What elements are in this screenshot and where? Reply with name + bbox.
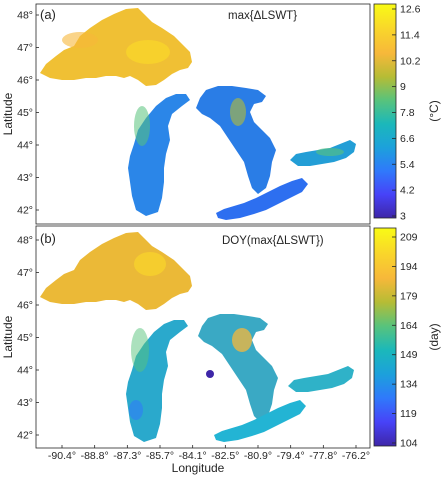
x-tick-label: -90.4° — [48, 450, 76, 462]
panel-a-y-tick-label: 45° — [17, 107, 33, 119]
panel-b-michigan-south — [129, 400, 143, 420]
panel-b-y-tick-label: 42° — [17, 430, 33, 442]
panel-b-colorbar-tick-label: 149 — [400, 349, 418, 361]
x-tick-label: -85.7° — [146, 450, 174, 462]
panel-a-ontario-center — [316, 148, 344, 156]
panel-b-superior-hotspot — [134, 252, 166, 276]
panel-b-ylabel-group: Latitude — [1, 315, 15, 358]
panel-b-lakes — [40, 232, 354, 442]
panel-a-y-tick-label: 48° — [17, 10, 33, 22]
panel-b-y-axis: 48° 47° 46° 45° 44° 43° 42° — [17, 235, 39, 442]
x-tick-label: -80.9° — [244, 450, 272, 462]
x-axis: -90.4° -88.8° -87.3° -85.7° -84.1° -82.5° -80.… — [48, 445, 370, 462]
panel-a-superior-west — [62, 32, 98, 48]
panel-b: (b) DOY(max{ΔLSWT}) 48° 47° 46° 45° 44° 43° 42… — [1, 225, 441, 450]
panel-a-huron-center — [230, 98, 246, 126]
panel-a: (a) max{ΔLSWT} 48° 47° 46° 45° 44° 43° 42° Lat… — [1, 4, 441, 225]
panel-a-y-axis: 48° 47° 46° 45° 44° 43° 42° — [17, 10, 39, 217]
panel-b-y-tick-label: 45° — [17, 332, 33, 344]
panel-a-colorbar-unit: (°C) — [427, 100, 441, 121]
panel-a-y-tick-label: 43° — [17, 172, 33, 184]
x-tick-label: -88.8° — [81, 450, 109, 462]
panel-a-colorbar-tick-label: 3 — [400, 211, 406, 223]
panel-a-y-tick-label: 44° — [17, 140, 33, 152]
panel-a-title: max{ΔLSWT} — [228, 10, 297, 22]
panel-a-y-tick-label: 47° — [17, 42, 33, 54]
panel-b-colorbar — [373, 227, 397, 447]
panel-b-label: (b) — [40, 231, 56, 246]
panel-a-y-tick-label: 42° — [17, 205, 33, 217]
panel-b-colorbar-tick-label: 119 — [400, 408, 417, 420]
panel-a-colorbar-tick-label: 9 — [400, 81, 406, 93]
panel-a-label: (a) — [40, 7, 56, 22]
panel-b-colorbar-tick-label: 134 — [400, 379, 418, 391]
panel-b-y-tick-label: 43° — [17, 397, 33, 409]
panel-a-colorbar-tick-label: 12.6 — [400, 4, 421, 16]
panel-a-colorbar-tick-label: 10.2 — [400, 55, 421, 67]
panel-b-huron-low — [206, 370, 214, 378]
panel-b-colorbar-tick-label: 179 — [400, 290, 418, 302]
panel-b-y-tick-label: 48° — [17, 235, 33, 247]
panel-a-ylabel: Latitude — [1, 92, 15, 135]
panel-a-colorbar — [373, 3, 397, 219]
panel-b-y-tick-label: 46° — [17, 300, 33, 312]
panel-b-colorbar-tick-label: 164 — [400, 320, 418, 332]
panel-b-title: DOY(max{ΔLSWT}) — [222, 235, 324, 247]
panel-b-colorbar-tick-label: 194 — [400, 261, 418, 273]
panel-a-lakes — [40, 8, 356, 220]
panel-b-huron-hotspot — [232, 328, 252, 352]
panel-b-y-tick-label: 44° — [17, 365, 33, 377]
panel-b-michigan-center — [131, 328, 149, 372]
panel-b-colorbar-ticks: 209 194 179 164 149 134 119 104 — [392, 232, 418, 450]
panel-a-colorbar-tick-label: 6.6 — [400, 133, 415, 145]
panel-a-ylabel-group: Latitude — [1, 92, 15, 135]
panel-a-colorbar-tick-label: 4.2 — [400, 185, 415, 197]
panel-a-colorbar-tick-label: 5.4 — [400, 159, 415, 171]
panel-b-colorbar-unit: (day) — [427, 323, 441, 350]
x-axis-label: Longitude — [172, 461, 225, 475]
x-tick-label: -79.4° — [277, 450, 305, 462]
x-tick-label: -76.2° — [342, 450, 370, 462]
panel-b-colorbar-tick-label: 209 — [400, 232, 418, 244]
x-tick-label: -82.5° — [211, 450, 239, 462]
panel-b-colorbar-tick-label: 104 — [400, 438, 418, 450]
panel-a-superior-hotspot — [126, 40, 170, 64]
panel-a-colorbar-ticks: 12.6 11.4 10.2 9 7.8 6.6 5.4 4.2 3 — [392, 4, 421, 223]
panel-b-ylabel: Latitude — [1, 315, 15, 358]
x-tick-label: -87.3° — [113, 450, 141, 462]
panel-a-michigan-center — [134, 106, 150, 146]
panel-a-y-tick-label: 46° — [17, 75, 33, 87]
x-tick-label: -77.8° — [309, 450, 337, 462]
panel-a-colorbar-tick-label: 11.4 — [400, 29, 420, 41]
x-tick-label: -84.1° — [179, 450, 207, 462]
panel-b-y-tick-label: 47° — [17, 267, 33, 279]
panel-a-colorbar-tick-label: 7.8 — [400, 107, 415, 119]
